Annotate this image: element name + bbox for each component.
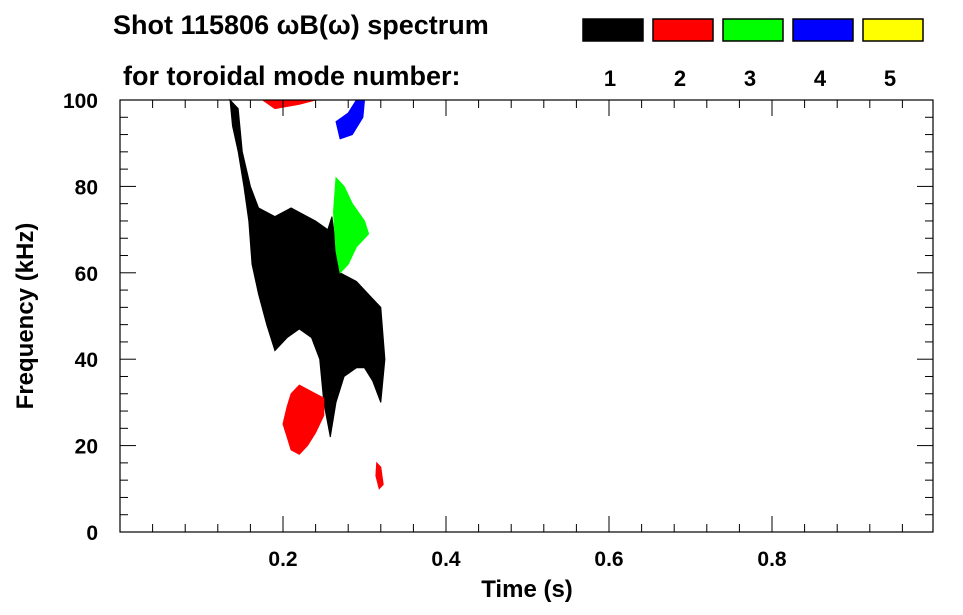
chart-title: Shot 115806 ωB(ω) spectrum	[113, 10, 489, 40]
spectrum-region-mode-1-0	[229, 98, 386, 438]
legend-caption: for toroidal mode number:	[123, 61, 461, 91]
y-tick-label-60: 60	[75, 263, 98, 286]
plot-frame	[119, 99, 934, 533]
y-axis-label: Frequency (kHz)	[12, 223, 39, 410]
axis-ticks: 0.2 0.4 0.6 0.8 0 20 40 60 80 100	[63, 90, 933, 571]
spectrum-region-mode-4-6	[335, 99, 366, 140]
spectrum-region-mode-1-1	[310, 246, 335, 291]
x-tick-label-0.4: 0.4	[431, 548, 461, 571]
x-tick-label-0.2: 0.2	[268, 548, 297, 571]
spectrum-region-mode-2-3	[375, 461, 384, 490]
y-tick-label-0: 0	[86, 522, 98, 545]
spectrum-region-mode-3-5	[332, 176, 370, 274]
legend-label-mode-4: 4	[814, 66, 827, 91]
legend-swatch-mode-1	[582, 18, 644, 42]
y-tick-label-100: 100	[63, 90, 98, 113]
spectrum-regions	[229, 98, 386, 490]
x-axis-label: Time (s)	[481, 576, 573, 603]
legend-label-mode-5: 5	[884, 66, 896, 91]
legend-swatch-mode-4	[792, 18, 854, 42]
legend-swatch-mode-3	[722, 18, 784, 42]
spectrum-region-mode-2-2	[282, 384, 325, 455]
y-tick-label-80: 80	[75, 176, 98, 199]
x-tick-label-0.6: 0.6	[594, 548, 623, 571]
legend: 1 2 3 4 5	[582, 18, 924, 91]
legend-label-mode-3: 3	[744, 66, 756, 91]
y-tick-label-40: 40	[75, 349, 98, 372]
legend-label-mode-1: 1	[604, 66, 616, 91]
spectrum-region-mode-2-4	[261, 99, 316, 110]
legend-swatch-mode-2	[652, 18, 714, 42]
legend-label-mode-2: 2	[674, 66, 686, 91]
legend-swatch-mode-5	[862, 18, 924, 42]
y-tick-label-20: 20	[75, 436, 98, 459]
x-tick-label-0.8: 0.8	[757, 548, 787, 571]
